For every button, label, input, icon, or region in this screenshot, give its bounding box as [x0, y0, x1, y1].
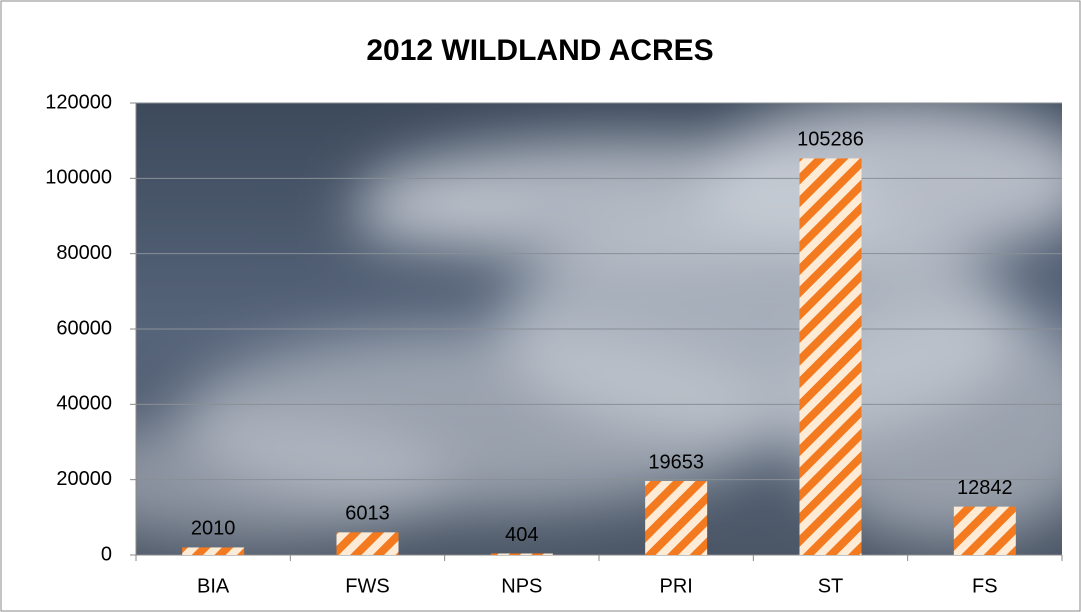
plot-background [136, 103, 1062, 555]
bar [182, 547, 245, 555]
data-label: 105286 [797, 129, 864, 151]
y-tick-label: 40000 [56, 393, 112, 415]
y-tick-label: 120000 [45, 91, 112, 113]
x-tick-label: BIA [197, 575, 230, 597]
x-tick-label: FWS [345, 575, 389, 597]
data-label: 19653 [648, 451, 704, 473]
data-label: 12842 [957, 477, 1013, 499]
data-label: 404 [505, 524, 538, 546]
data-label: 2010 [191, 518, 236, 540]
bar [336, 532, 399, 555]
x-tick-label: PRI [659, 575, 692, 597]
y-tick-label: 0 [101, 543, 112, 565]
bar [799, 158, 862, 555]
y-tick-label: 80000 [56, 242, 112, 264]
x-tick-label: FS [972, 575, 998, 597]
y-tick-label: 60000 [56, 317, 112, 339]
x-tick-label: NPS [501, 575, 542, 597]
y-tick-label: 100000 [45, 167, 112, 189]
bar [490, 553, 553, 555]
data-label: 6013 [345, 503, 390, 525]
chart-title: 2012 WILDLAND ACRES [366, 34, 713, 67]
y-tick-label: 20000 [56, 468, 112, 490]
bar [645, 480, 708, 555]
x-tick-label: ST [818, 575, 844, 597]
bar [953, 506, 1016, 555]
